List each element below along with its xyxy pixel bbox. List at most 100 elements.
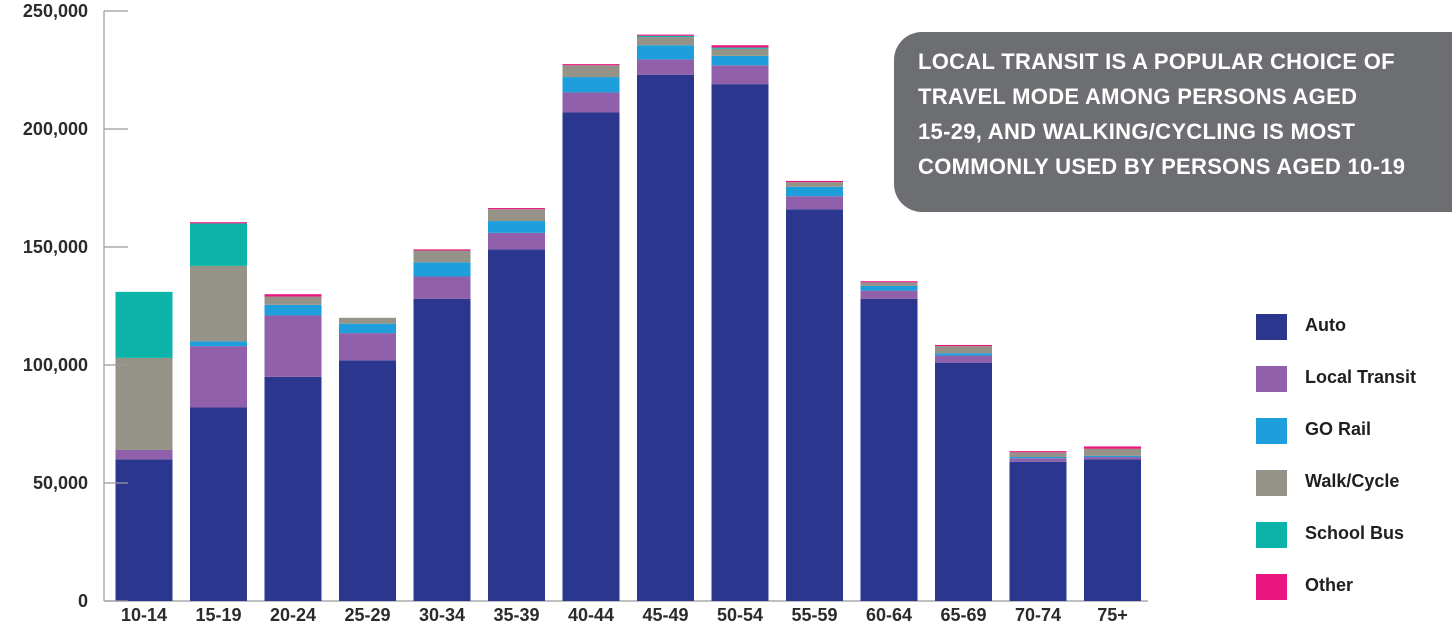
bar-segment (637, 59, 694, 75)
y-tick-label: 250,000 (23, 1, 88, 21)
legend-swatch (1256, 574, 1287, 600)
bar-segment (562, 65, 620, 78)
legend-label: Other (1305, 575, 1354, 595)
bar-segment (339, 333, 396, 361)
bar-segment (413, 249, 471, 251)
bar-segment (637, 74, 694, 602)
x-tick-label: 45-49 (642, 605, 688, 625)
callout-line: LOCAL TRANSIT IS A POPULAR CHOICE OF (918, 49, 1395, 74)
bar-segment (190, 407, 247, 601)
bar-segment (264, 296, 322, 305)
bar-segment (860, 298, 918, 601)
bar-segment (339, 323, 396, 334)
y-tick-label: 200,000 (23, 119, 88, 139)
bar-segment (860, 285, 918, 291)
x-tick-label: 75+ (1097, 605, 1128, 625)
bar-segment (786, 186, 843, 197)
bar-segment (935, 355, 992, 363)
legend-label: GO Rail (1305, 419, 1372, 439)
legend-swatch (1256, 418, 1287, 444)
bar-segment (637, 36, 694, 46)
bar-segment (935, 344, 992, 347)
bar-segment (637, 45, 694, 60)
x-tick-label: 40-44 (568, 605, 614, 625)
bar-segment (488, 249, 545, 602)
legend-swatch (1256, 522, 1287, 548)
x-tick-label: 25-29 (344, 605, 390, 625)
x-tick-label: 30-34 (419, 605, 465, 625)
x-tick-label: 15-19 (195, 605, 241, 625)
bar-segment (339, 360, 396, 601)
legend-label: Auto (1305, 315, 1346, 335)
x-tick-label: 20-24 (270, 605, 316, 625)
bar-segment (115, 459, 173, 601)
bar-segment (1009, 458, 1067, 462)
bar-segment (1009, 451, 1067, 453)
bar-segment (1084, 459, 1141, 601)
bar-segment (190, 222, 247, 224)
callout-line: COMMONLY USED BY PERSONS AGED 10-19 (918, 154, 1406, 179)
bar-segment (115, 357, 173, 450)
bar-segment (190, 265, 247, 342)
y-tick-label: 50,000 (33, 473, 88, 493)
bar-segment (711, 84, 769, 601)
legend-label: Walk/Cycle (1305, 471, 1400, 491)
bar-segment (488, 221, 545, 233)
bar-segment (711, 45, 769, 48)
legend-label: Local Transit (1305, 367, 1417, 387)
bar-segment (860, 281, 918, 283)
bar-segment (1009, 452, 1067, 458)
y-axis-ticks: 0 50,000 100,000 150,000 200,000 250,000 (23, 1, 128, 611)
legend-swatch (1256, 470, 1287, 496)
x-tick-label: 35-39 (493, 605, 539, 625)
x-axis-ticks: 10-14 15-19 20-24 25-29 30-34 35-39 40-44 45-49… (121, 605, 1128, 625)
x-tick-label: 60-64 (866, 605, 912, 625)
bar-segment (413, 262, 471, 277)
bar-segment (264, 315, 322, 377)
bar-segment (562, 112, 620, 601)
bar-segment (1084, 446, 1141, 449)
bar-segment (264, 376, 322, 601)
x-tick-label: 50-54 (717, 605, 763, 625)
bar-segment (264, 294, 322, 297)
callout-line: 15-29, AND WALKING/CYCLING IS MOST (918, 119, 1356, 144)
bar-segment (935, 353, 992, 356)
bar-segment (1084, 448, 1141, 456)
bar-segment (637, 34, 694, 36)
bar-segment (264, 304, 322, 316)
bar-segment (115, 449, 173, 460)
legend-swatch (1256, 366, 1287, 392)
bar-segment (786, 180, 843, 183)
bar-segment (190, 341, 247, 347)
bar-segment (1084, 455, 1141, 458)
bar-segment (488, 209, 545, 222)
bar-segment (339, 317, 396, 324)
bar-segment (786, 196, 843, 210)
y-tick-label: 100,000 (23, 355, 88, 375)
bar-segment (413, 250, 471, 263)
bar-segment (413, 298, 471, 601)
annotation-callout: LOCAL TRANSIT IS A POPULAR CHOICE OF TRA… (894, 32, 1452, 212)
y-tick-label: 0 (78, 591, 88, 611)
bar-segment (1084, 457, 1141, 460)
legend-label: School Bus (1305, 523, 1405, 543)
bar-segment (786, 209, 843, 602)
bar-segment (711, 47, 769, 49)
bar-segment (562, 92, 620, 113)
bar-segment (935, 362, 992, 601)
bar-segment (413, 276, 471, 299)
bar-segment (786, 182, 843, 187)
x-tick-label: 10-14 (121, 605, 167, 625)
bar-segment (711, 55, 769, 66)
bar-segment (637, 35, 694, 37)
chart-bars (115, 34, 1141, 602)
bar-segment (488, 232, 545, 250)
legend-swatch (1256, 314, 1287, 340)
y-tick-label: 150,000 (23, 237, 88, 257)
bar-segment (711, 48, 769, 56)
callout-line: TRAVEL MODE AMONG PERSONS AGED (918, 84, 1358, 109)
bar-segment (562, 77, 620, 93)
bar-segment (562, 64, 620, 66)
bar-segment (190, 346, 247, 408)
